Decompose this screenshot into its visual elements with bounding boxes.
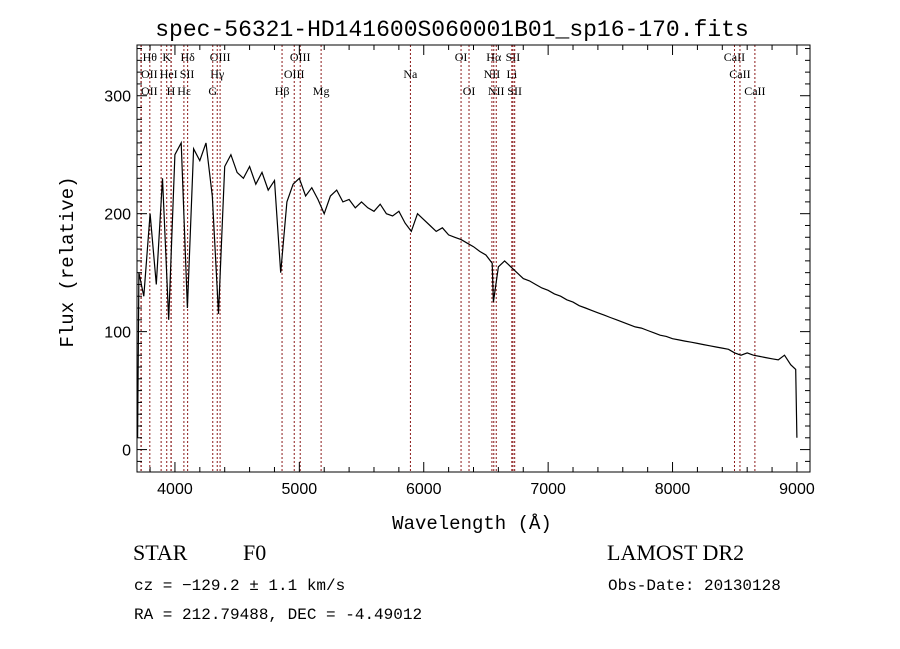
x-axis-label: Wavelength (Å) — [392, 513, 552, 535]
spectral-line-label: OI — [455, 50, 468, 64]
x-tick-label: 8000 — [655, 481, 691, 498]
spectral-line-label: Hα — [486, 50, 502, 64]
spectral-line-label: HeI — [160, 67, 178, 81]
x-tick-label: 7000 — [530, 481, 566, 498]
spectral-line-label: Hθ — [143, 50, 158, 64]
redshift-cz: cz = −129.2 ± 1.1 km/s — [134, 577, 345, 595]
y-tick-label: 300 — [104, 89, 131, 106]
spectral-line-label: CaII — [744, 84, 765, 98]
x-tick-label: 6000 — [406, 481, 442, 498]
object-class: STAR — [133, 540, 188, 565]
spectral-line-label: Li — [507, 67, 518, 81]
spectral-line-label: NII — [484, 67, 501, 81]
spectral-line-label: OII — [141, 84, 158, 98]
survey-name: LAMOST DR2 — [607, 540, 744, 565]
spectral-line-label: Na — [403, 67, 418, 81]
spectral-line-label: OIII — [284, 67, 305, 81]
x-tick-label: 4000 — [157, 481, 193, 498]
y-tick-label: 200 — [104, 207, 131, 224]
spectral-line-label: CaII — [724, 50, 745, 64]
spectral-line-label: Hε — [177, 84, 191, 98]
chart-title: spec-56321-HD141600S060001B01_sp16-170.f… — [155, 17, 749, 43]
spectral-line-label: SII — [180, 67, 195, 81]
object-subclass: F0 — [243, 540, 266, 565]
spectral-line-label: CaII — [729, 67, 750, 81]
spectral-line-label: NII — [488, 84, 505, 98]
obs-date: Obs-Date: 20130128 — [608, 577, 781, 595]
spectral-line-label: K — [162, 50, 171, 64]
x-tick-label: 9000 — [779, 481, 815, 498]
spectral-line-label: Hβ — [275, 84, 290, 98]
spectral-line-label: OI — [463, 84, 476, 98]
y-axis-label: Flux (relative) — [57, 176, 79, 347]
spectral-line-label: OII — [141, 67, 158, 81]
y-tick-label: 100 — [104, 325, 131, 342]
y-tick-label: 0 — [122, 443, 131, 460]
spectral-line-label: Hγ — [210, 67, 225, 81]
ra-dec: RA = 212.79488, DEC = -4.49012 — [134, 606, 422, 624]
spectral-line-label: H — [167, 84, 176, 98]
spectral-line-label: G — [208, 84, 217, 98]
spectral-line-label: OIII — [290, 50, 311, 64]
plot-frame — [136, 44, 811, 473]
spectral-line-label: SII — [507, 84, 522, 98]
spectral-line-label: SII — [506, 50, 521, 64]
x-tick-label: 5000 — [282, 481, 318, 498]
spectrum-line — [137, 140, 798, 438]
spectral-line-label: Hδ — [181, 50, 196, 64]
spectral-line-label: OIII — [210, 50, 231, 64]
spectral-line-label: Mg — [313, 84, 330, 98]
